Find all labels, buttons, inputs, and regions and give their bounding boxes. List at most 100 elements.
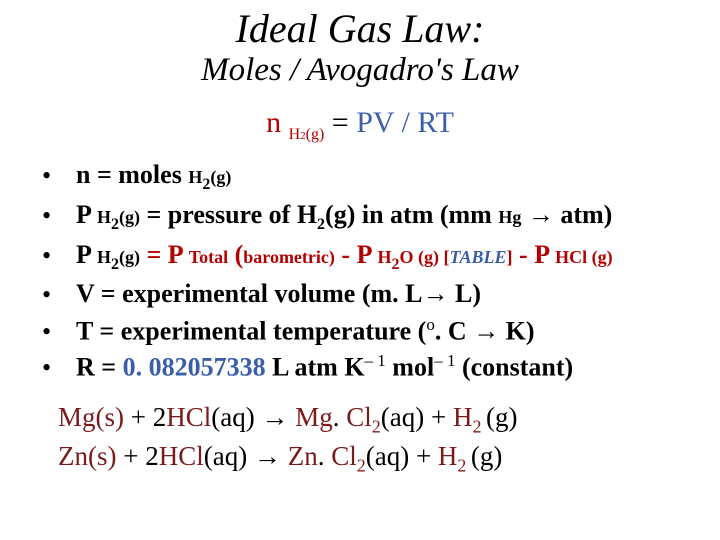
- text-span: – 1: [365, 351, 386, 370]
- text-span: (g): [210, 167, 231, 187]
- text-span: (g): [119, 207, 140, 227]
- bullet-item: •V = experimental volume (m. L→ L): [42, 277, 702, 311]
- slide-title: Ideal Gas Law:: [18, 8, 702, 50]
- text-span: mol: [386, 352, 434, 381]
- text-span: o: [426, 315, 435, 334]
- reaction-line: Zn(s) + 2HCl(aq) → Zn. Cl2(aq) + H2 (g): [58, 439, 702, 478]
- text-span: P: [76, 240, 97, 269]
- arrow-icon: →: [261, 402, 288, 432]
- text-span: .: [392, 279, 405, 308]
- text-span: L atm K: [266, 352, 365, 381]
- h2-sub: 2: [457, 455, 471, 475]
- main-equation: n H2(g) = PV / RT: [18, 106, 702, 144]
- eq-sub-h: H: [289, 126, 301, 143]
- bullet-text: R = 0. 082057338 L atm K– 1 mol– 1 (cons…: [76, 350, 702, 384]
- text-span: 0. 082057338: [123, 352, 266, 381]
- text-span: H: [97, 207, 111, 227]
- dot: .: [333, 402, 347, 432]
- text-span: 2: [111, 256, 119, 273]
- bullet-list: •n = moles H2(g)•P H2(g) = pressure of H…: [18, 158, 702, 384]
- bullet-item: •R = 0. 082057338 L atm K– 1 mol– 1 (con…: [42, 350, 702, 384]
- text-span: R =: [76, 352, 123, 381]
- text-span: H: [188, 167, 202, 187]
- arrow-icon: →: [254, 441, 281, 471]
- product-sub: 2: [372, 416, 381, 436]
- eq-n: n: [266, 106, 289, 139]
- text-span: H: [378, 247, 392, 267]
- text-span: TABLE: [450, 247, 507, 267]
- text-span: →: [528, 199, 554, 229]
- text-span: →: [423, 278, 449, 308]
- h2: H: [438, 441, 458, 471]
- text-span: H: [97, 247, 111, 267]
- text-span: - P: [513, 240, 556, 269]
- text-span: HCl (g): [555, 247, 613, 267]
- bullet-dot: •: [42, 238, 76, 272]
- h2-g: (g): [486, 402, 517, 432]
- text-span: V = experimental volume (m: [76, 279, 392, 308]
- text-span: C: [448, 316, 473, 345]
- eq-equals: =: [324, 106, 356, 139]
- hcl: HCl: [159, 441, 204, 471]
- text-span: atm): [554, 200, 612, 229]
- reactions-block: Mg(s) + 2HCl(aq) → Mg. Cl2(aq) + H2 (g)Z…: [18, 400, 702, 478]
- plus: +: [431, 402, 453, 432]
- h2-sub: 2: [472, 416, 486, 436]
- text-span: O (g): [400, 247, 444, 267]
- text-span: P: [76, 200, 97, 229]
- text-span: = pressure of H: [140, 200, 317, 229]
- bullet-text: T = experimental temperature (o. C → K): [76, 314, 702, 348]
- h2-g: (g): [471, 441, 502, 471]
- text-span: – 1: [434, 351, 455, 370]
- reactant: Zn(s): [58, 441, 116, 471]
- bullet-item: •T = experimental temperature (o. C → K): [42, 314, 702, 348]
- text-span: (g): [119, 247, 140, 267]
- bullet-text: P H2(g) = pressure of H2(g) in atm (mm H…: [76, 198, 702, 236]
- text-span: (: [228, 240, 243, 269]
- bullet-item: •P H2(g) = pressure of H2(g) in atm (mm …: [42, 198, 702, 236]
- eq-rhs: PV / RT: [356, 106, 454, 139]
- hcl-aq: (aq): [211, 402, 261, 432]
- text-span: Total: [189, 247, 228, 267]
- slide-subtitle: Moles / Avogadro's Law: [18, 52, 702, 88]
- text-span: 2: [317, 216, 325, 233]
- reaction-line: Mg(s) + 2HCl(aq) → Mg. Cl2(aq) + H2 (g): [58, 400, 702, 439]
- bullet-dot: •: [42, 350, 76, 384]
- bullet-text: n = moles H2(g): [76, 158, 702, 196]
- bullet-dot: •: [42, 277, 76, 311]
- text-span: barometric): [243, 247, 335, 267]
- product: Mg: [288, 402, 332, 432]
- text-span: 2: [392, 256, 400, 273]
- plus: +: [416, 441, 438, 471]
- product-cl: Cl: [346, 402, 372, 432]
- hcl-aq: (aq): [204, 441, 254, 471]
- bullet-item: •P H2(g) = P Total (barometric) - P H2O …: [42, 238, 702, 276]
- text-span: (g) in atm (mm: [325, 200, 498, 229]
- product: Zn: [281, 441, 318, 471]
- product-aq: (aq): [366, 441, 416, 471]
- bullet-dot: •: [42, 314, 76, 348]
- text-span: L): [449, 279, 482, 308]
- text-span: (constant): [455, 352, 573, 381]
- bullet-text: V = experimental volume (m. L→ L): [76, 277, 702, 310]
- bullet-dot: •: [42, 158, 76, 192]
- text-span: 2: [111, 216, 119, 233]
- reactant: Mg(s): [58, 402, 124, 432]
- bullet-item: •n = moles H2(g): [42, 158, 702, 196]
- eq-sub-g: (g): [306, 126, 325, 143]
- plus-hcl: + 2: [124, 402, 166, 432]
- text-span: - P: [335, 240, 378, 269]
- hcl: HCl: [166, 402, 211, 432]
- text-span: L: [405, 279, 422, 308]
- text-span: T = experimental temperature (: [76, 316, 426, 345]
- text-span: .: [435, 316, 448, 345]
- bullet-dot: •: [42, 198, 76, 232]
- product-sub: 2: [357, 455, 366, 475]
- text-span: K): [499, 316, 534, 345]
- h2: H: [453, 402, 473, 432]
- text-span: = P: [146, 240, 188, 269]
- product-aq: (aq): [381, 402, 431, 432]
- bullet-text: P H2(g) = P Total (barometric) - P H2O (…: [76, 238, 702, 276]
- text-span: n = moles: [76, 160, 188, 189]
- text-span: Hg: [498, 207, 521, 227]
